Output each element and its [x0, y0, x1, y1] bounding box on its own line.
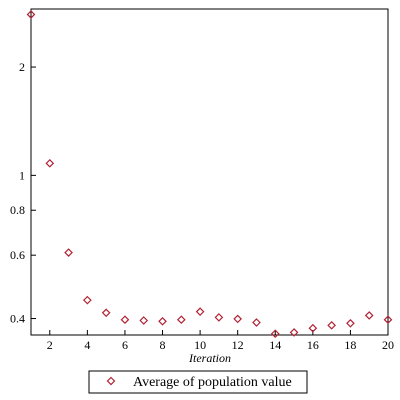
- data-point: [308, 323, 318, 333]
- x-axis-title: Iteration: [188, 351, 231, 365]
- data-point: [346, 318, 355, 328]
- data-point: [120, 315, 130, 325]
- data-point: [327, 320, 336, 330]
- x-tick-label: 6: [122, 338, 128, 352]
- data-point: [101, 308, 111, 318]
- data-point: [158, 316, 167, 326]
- x-tick-label: 14: [269, 338, 281, 352]
- x-tick-label: 16: [307, 338, 319, 352]
- y-axis: 0.4 0.6 0.8 1 2: [10, 60, 36, 326]
- legend-marker: [106, 376, 116, 386]
- x-tick-label: 12: [232, 338, 244, 352]
- legend: Average of population value: [88, 370, 308, 394]
- legend-box: [88, 370, 308, 394]
- y-tick-label: 0.8: [10, 203, 25, 217]
- data-point: [64, 248, 73, 257]
- data-point: [383, 315, 393, 325]
- data-point: [233, 314, 243, 324]
- x-tick-label: 4: [84, 338, 90, 352]
- plot-area: [30, 8, 389, 336]
- legend-label: Average of population value: [133, 375, 292, 390]
- y-tick-label: 0.6: [10, 248, 25, 262]
- data-point: [252, 318, 261, 327]
- x-tick-label: 8: [160, 338, 166, 352]
- data-point: [364, 311, 374, 320]
- data-point: [83, 295, 92, 305]
- data-point: [176, 315, 186, 325]
- data-point: [139, 316, 149, 325]
- x-tick-label: 2: [47, 338, 53, 352]
- plot-frame: [30, 8, 389, 336]
- y-tick-label: 0.4: [10, 312, 25, 326]
- y-tick-label: 2: [19, 60, 25, 74]
- x-axis: 2 4 6 8 10 12 14 16 18 20: [47, 330, 394, 352]
- data-series: [26, 10, 393, 339]
- data-point: [26, 10, 36, 19]
- data-point: [270, 329, 280, 339]
- x-tick-label: 20: [382, 338, 394, 352]
- data-point: [289, 328, 299, 337]
- x-tick-label: 18: [344, 338, 356, 352]
- data-point: [214, 313, 224, 322]
- x-tick-label: 10: [194, 338, 206, 352]
- y-tick-label: 1: [19, 168, 25, 182]
- data-point: [45, 158, 55, 168]
- data-point: [195, 307, 205, 317]
